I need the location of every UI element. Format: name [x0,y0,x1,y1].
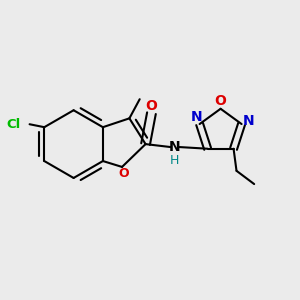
Text: O: O [215,94,226,108]
Text: H: H [170,154,179,167]
Text: Cl: Cl [7,118,21,131]
Text: N: N [243,114,255,128]
Text: O: O [146,99,158,113]
Text: N: N [169,140,181,154]
Text: N: N [191,110,203,124]
Text: O: O [118,167,129,180]
